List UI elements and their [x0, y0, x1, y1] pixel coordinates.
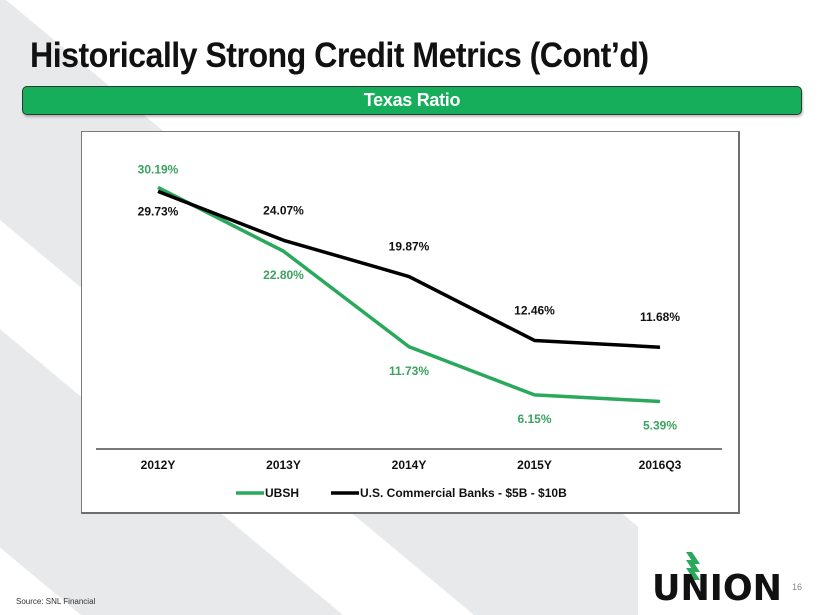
source-note: Source: SNL Financial [16, 597, 96, 606]
x-tick-label: 2013Y [266, 458, 301, 472]
x-tick-label: 2015Y [517, 458, 552, 472]
data-label: 30.19% [138, 162, 179, 176]
data-label: 6.15% [517, 412, 551, 426]
union-logo: UNION [652, 552, 782, 602]
logo-text: UNION [652, 568, 782, 602]
logo-stripes-icon [686, 552, 700, 580]
data-label: 19.87% [389, 240, 430, 254]
chart-frame [81, 131, 740, 514]
x-tick-label: 2012Y [141, 458, 176, 472]
x-tick-label: 2014Y [392, 458, 427, 472]
data-label: 22.80% [263, 268, 304, 282]
data-label: 24.07% [263, 203, 304, 217]
data-label: 11.73% [389, 364, 429, 378]
x-tick-label: 2016Q3 [639, 458, 682, 472]
series-line-us-commercial-banks [157, 189, 661, 349]
legend-label: U.S. Commercial Banks - $5B - $10B [360, 486, 567, 500]
data-label: 5.39% [643, 418, 677, 432]
section-banner: Texas Ratio [22, 86, 802, 115]
legend-label: UBSH [265, 486, 299, 500]
page-title: Historically Strong Credit Metrics (Cont… [30, 36, 649, 75]
data-label: 29.73% [138, 204, 179, 218]
data-label: 11.68% [640, 310, 680, 324]
data-label: 12.46% [514, 303, 555, 317]
page-number: 16 [792, 582, 803, 592]
banner-label: Texas Ratio [363, 90, 461, 110]
